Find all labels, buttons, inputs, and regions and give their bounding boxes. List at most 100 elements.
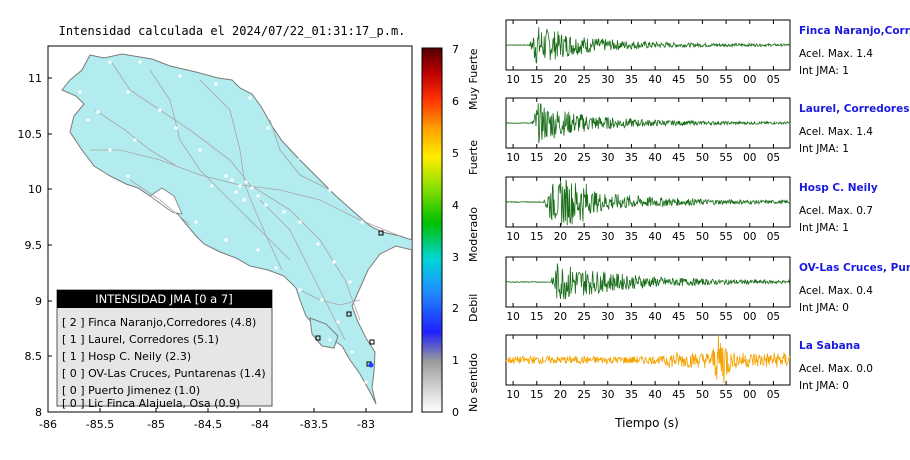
x-tick-label: -85 bbox=[147, 418, 165, 431]
map-x-axis: -86 -85.5 -85 -84.5 -84 -83.5 -83 bbox=[39, 418, 375, 431]
station-markers bbox=[315, 230, 384, 367]
legend-item: [ 0 ] Puerto Jimenez (1.0) bbox=[62, 384, 200, 397]
time-tick-label: 20 bbox=[554, 231, 567, 243]
town-dot bbox=[96, 110, 100, 114]
station-las-cruces bbox=[315, 335, 321, 341]
time-tick-label: 05 bbox=[767, 311, 780, 323]
waveform-trace bbox=[505, 27, 791, 64]
town-dot bbox=[274, 266, 278, 270]
town-dot bbox=[364, 380, 368, 384]
waveform-panel: 10 15 20 25 30 35 40 45 50 55 00 05 Hosp C. Neily Ace… bbox=[505, 176, 878, 243]
waveform-panels: 10 15 20 25 30 35 40 45 50 55 00 05 Finca Naranjo,Co… bbox=[505, 19, 910, 401]
station-acceleration: Acel. Max. 0.7 bbox=[799, 205, 873, 217]
station-acceleration: Acel. Max. 0.4 bbox=[799, 285, 873, 297]
x-tick-label: -84 bbox=[251, 418, 269, 431]
time-tick-label: 05 bbox=[767, 389, 780, 401]
time-tick-label: 00 bbox=[743, 311, 756, 323]
town-dot bbox=[138, 60, 142, 64]
town-dot bbox=[298, 288, 302, 292]
town-dot bbox=[126, 90, 130, 94]
colorbar-ticks: 0 1 2 3 4 5 6 7 bbox=[452, 43, 459, 419]
town-dot bbox=[78, 90, 82, 94]
station-finca-naranjo bbox=[346, 311, 352, 317]
y-tick-label: 11 bbox=[28, 72, 42, 85]
time-tick-label: 50 bbox=[696, 74, 709, 86]
map-title: Intensidad calculada el 2024/07/22_01:31… bbox=[59, 24, 406, 38]
time-tick-label: 55 bbox=[719, 389, 732, 401]
colorbar-tick: 7 bbox=[452, 43, 459, 56]
time-tick-label: 20 bbox=[554, 152, 567, 164]
town-dot bbox=[238, 184, 242, 188]
town-dot bbox=[234, 190, 238, 194]
town-dot bbox=[242, 198, 246, 202]
time-tick-label: 45 bbox=[672, 389, 685, 401]
time-tick-label: 00 bbox=[743, 231, 756, 243]
x-tick-label: -83.5 bbox=[300, 418, 328, 431]
waveform-panel: 10 15 20 25 30 35 40 45 50 55 00 05 OV-Las Cruces, P… bbox=[505, 256, 910, 323]
town-markers bbox=[78, 60, 368, 384]
station-acceleration: Acel. Max. 0.0 bbox=[799, 363, 873, 375]
time-axis-label: Tiempo (s) bbox=[614, 416, 679, 430]
time-tick-label: 25 bbox=[577, 152, 590, 164]
colorbar-label: Muy Fuerte bbox=[467, 48, 480, 110]
time-tick-label: 25 bbox=[577, 231, 590, 243]
station-name: OV-Las Cruces, Puntar bbox=[799, 262, 910, 274]
time-tick-label: 30 bbox=[601, 152, 614, 164]
colorbar-tick: 1 bbox=[452, 354, 459, 367]
town-dot bbox=[224, 174, 228, 178]
town-dot bbox=[264, 203, 268, 207]
time-tick-label: 55 bbox=[719, 311, 732, 323]
town-dot bbox=[248, 96, 252, 100]
time-tick-label: 30 bbox=[601, 231, 614, 243]
town-dot bbox=[250, 186, 254, 190]
time-tick-label: 55 bbox=[719, 152, 732, 164]
x-tick-label: -84.5 bbox=[194, 418, 222, 431]
town-dot bbox=[194, 220, 198, 224]
time-tick-label: 00 bbox=[743, 389, 756, 401]
waveform-panel: 10 15 20 25 30 35 40 45 50 55 00 05 La Sabana Acel. M… bbox=[505, 334, 873, 401]
town-dot bbox=[328, 188, 332, 192]
y-tick-label: 10.5 bbox=[18, 128, 43, 141]
town-dot bbox=[86, 118, 90, 122]
intensity-legend: INTENSIDAD JMA [0 a 7] [ 2 ] Finca Naran… bbox=[56, 289, 273, 410]
time-tick-label: 35 bbox=[625, 389, 638, 401]
town-dot bbox=[158, 196, 162, 200]
colorbar-gradient bbox=[421, 47, 443, 413]
time-tick-label: 25 bbox=[577, 311, 590, 323]
time-tick-label: 20 bbox=[554, 311, 567, 323]
time-tick-label: 40 bbox=[648, 311, 661, 323]
town-dot bbox=[178, 74, 182, 78]
waveform-trace bbox=[506, 103, 791, 144]
time-tick-label: 05 bbox=[767, 74, 780, 86]
station-name: Laurel, Corredores bbox=[799, 103, 909, 115]
x-tick-label: -85.5 bbox=[86, 418, 114, 431]
time-tick-label: 45 bbox=[672, 311, 685, 323]
legend-item: [ 1 ] Laurel, Corredores (5.1) bbox=[62, 333, 219, 346]
time-tick-label: 15 bbox=[530, 311, 543, 323]
time-tick-label: 45 bbox=[672, 152, 685, 164]
station-intensity: Int JMA: 0 bbox=[799, 302, 849, 314]
town-dot bbox=[256, 194, 260, 198]
town-dot bbox=[133, 138, 137, 142]
time-tick-label: 45 bbox=[672, 231, 685, 243]
town-dot bbox=[316, 242, 320, 246]
town-dot bbox=[348, 280, 352, 284]
station-hosp-neily bbox=[378, 230, 384, 236]
town-dot bbox=[230, 178, 234, 182]
intensity-colorbar: 0 1 2 3 4 5 6 7 No sentido Debil Moderad… bbox=[421, 43, 480, 419]
time-tick-label: 55 bbox=[719, 231, 732, 243]
y-tick-label: 10 bbox=[28, 183, 42, 196]
time-tick-label: 30 bbox=[601, 74, 614, 86]
station-name: La Sabana bbox=[799, 340, 860, 352]
time-tick-label: 25 bbox=[577, 389, 590, 401]
time-tick-label: 15 bbox=[530, 389, 543, 401]
legend-item: [ 1 ] Hosp C. Neily (2.3) bbox=[62, 350, 191, 363]
waveform-trace bbox=[505, 334, 791, 384]
time-tick-label: 50 bbox=[696, 389, 709, 401]
time-tick-label: 45 bbox=[672, 74, 685, 86]
town-dot bbox=[358, 302, 362, 306]
colorbar-tick: 2 bbox=[452, 302, 459, 315]
colorbar-tick: 4 bbox=[452, 199, 459, 212]
time-tick-label: 20 bbox=[554, 74, 567, 86]
